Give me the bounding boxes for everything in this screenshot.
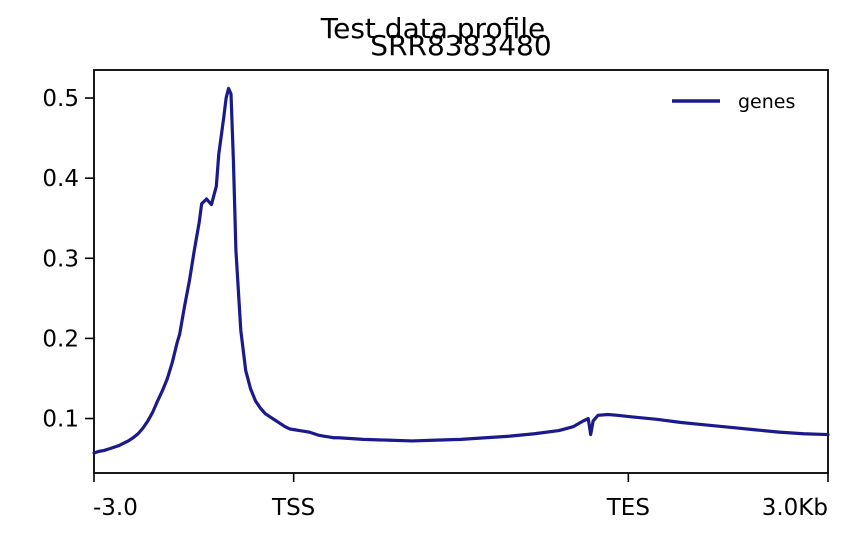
y-tick-label: 0.1 <box>42 407 79 433</box>
y-tick-label: 0.4 <box>42 166 79 192</box>
x-axis: -3.0 TSS TES 3.0Kb <box>93 473 829 521</box>
chart-subtitle: SRR8383480 <box>370 29 551 62</box>
x-tick-label: 3.0Kb <box>762 495 828 521</box>
series-layer <box>92 86 830 455</box>
plot-frame <box>93 69 829 474</box>
legend: genes <box>672 91 795 113</box>
x-tick-label: TES <box>606 495 650 521</box>
x-tick-label: -3.0 <box>93 495 138 521</box>
y-tick-label: 0.5 <box>42 86 79 112</box>
series-line-genes <box>92 86 830 455</box>
y-axis: 0.1 0.2 0.3 0.4 0.5 <box>42 86 94 433</box>
chart-title: Test data profile <box>320 12 545 45</box>
legend-label-genes: genes <box>738 91 795 113</box>
y-tick-label: 0.3 <box>42 246 79 272</box>
y-tick-label: 0.2 <box>42 326 79 352</box>
x-tick-label: TSS <box>271 495 315 521</box>
